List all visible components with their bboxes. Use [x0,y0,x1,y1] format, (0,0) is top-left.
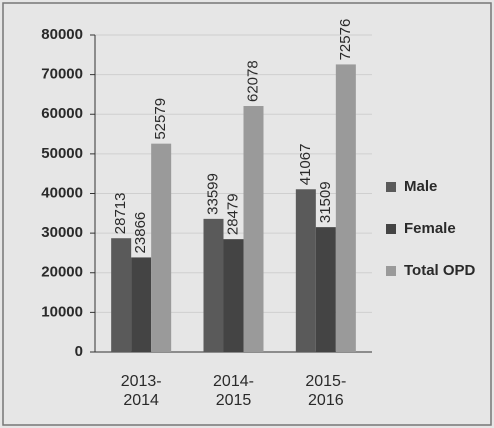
y-tick-label: 0 [75,343,83,360]
y-tick-label: 40000 [41,184,83,201]
y-tick-label: 50000 [41,145,83,162]
x-tick-label: 2015-2016 [305,373,347,409]
y-tick-label: 10000 [41,303,83,320]
y-tick-label: 30000 [41,224,83,241]
data-label: 52579 [152,98,169,140]
bar [335,64,356,352]
y-tick-label: 20000 [41,264,83,281]
data-label: 23866 [132,212,149,254]
x-tick-label: 2013-2014 [120,373,162,409]
data-label: 72576 [337,19,354,61]
data-label: 31509 [317,181,334,223]
bar [243,106,264,352]
data-label: 28713 [112,193,129,235]
bar [111,238,132,352]
legend-label: Total OPD [404,262,476,279]
data-label: 28479 [224,193,241,235]
legend-label: Male [404,178,437,195]
data-label: 62078 [244,60,261,102]
bar [131,257,152,352]
legend-swatch [386,224,396,234]
legend-swatch [386,266,396,276]
data-label: 33599 [204,173,221,215]
bar [151,143,172,352]
legend-label: Female [404,220,456,237]
bar [295,189,316,352]
bar [203,218,224,352]
bar [315,227,336,352]
y-tick-label: 80000 [41,26,83,43]
x-tick-label: 2014-2015 [213,373,254,409]
bar [223,239,244,352]
legend-swatch [386,182,396,192]
y-tick-label: 60000 [41,105,83,122]
y-tick-label: 70000 [41,66,83,83]
data-label: 41067 [297,144,314,186]
